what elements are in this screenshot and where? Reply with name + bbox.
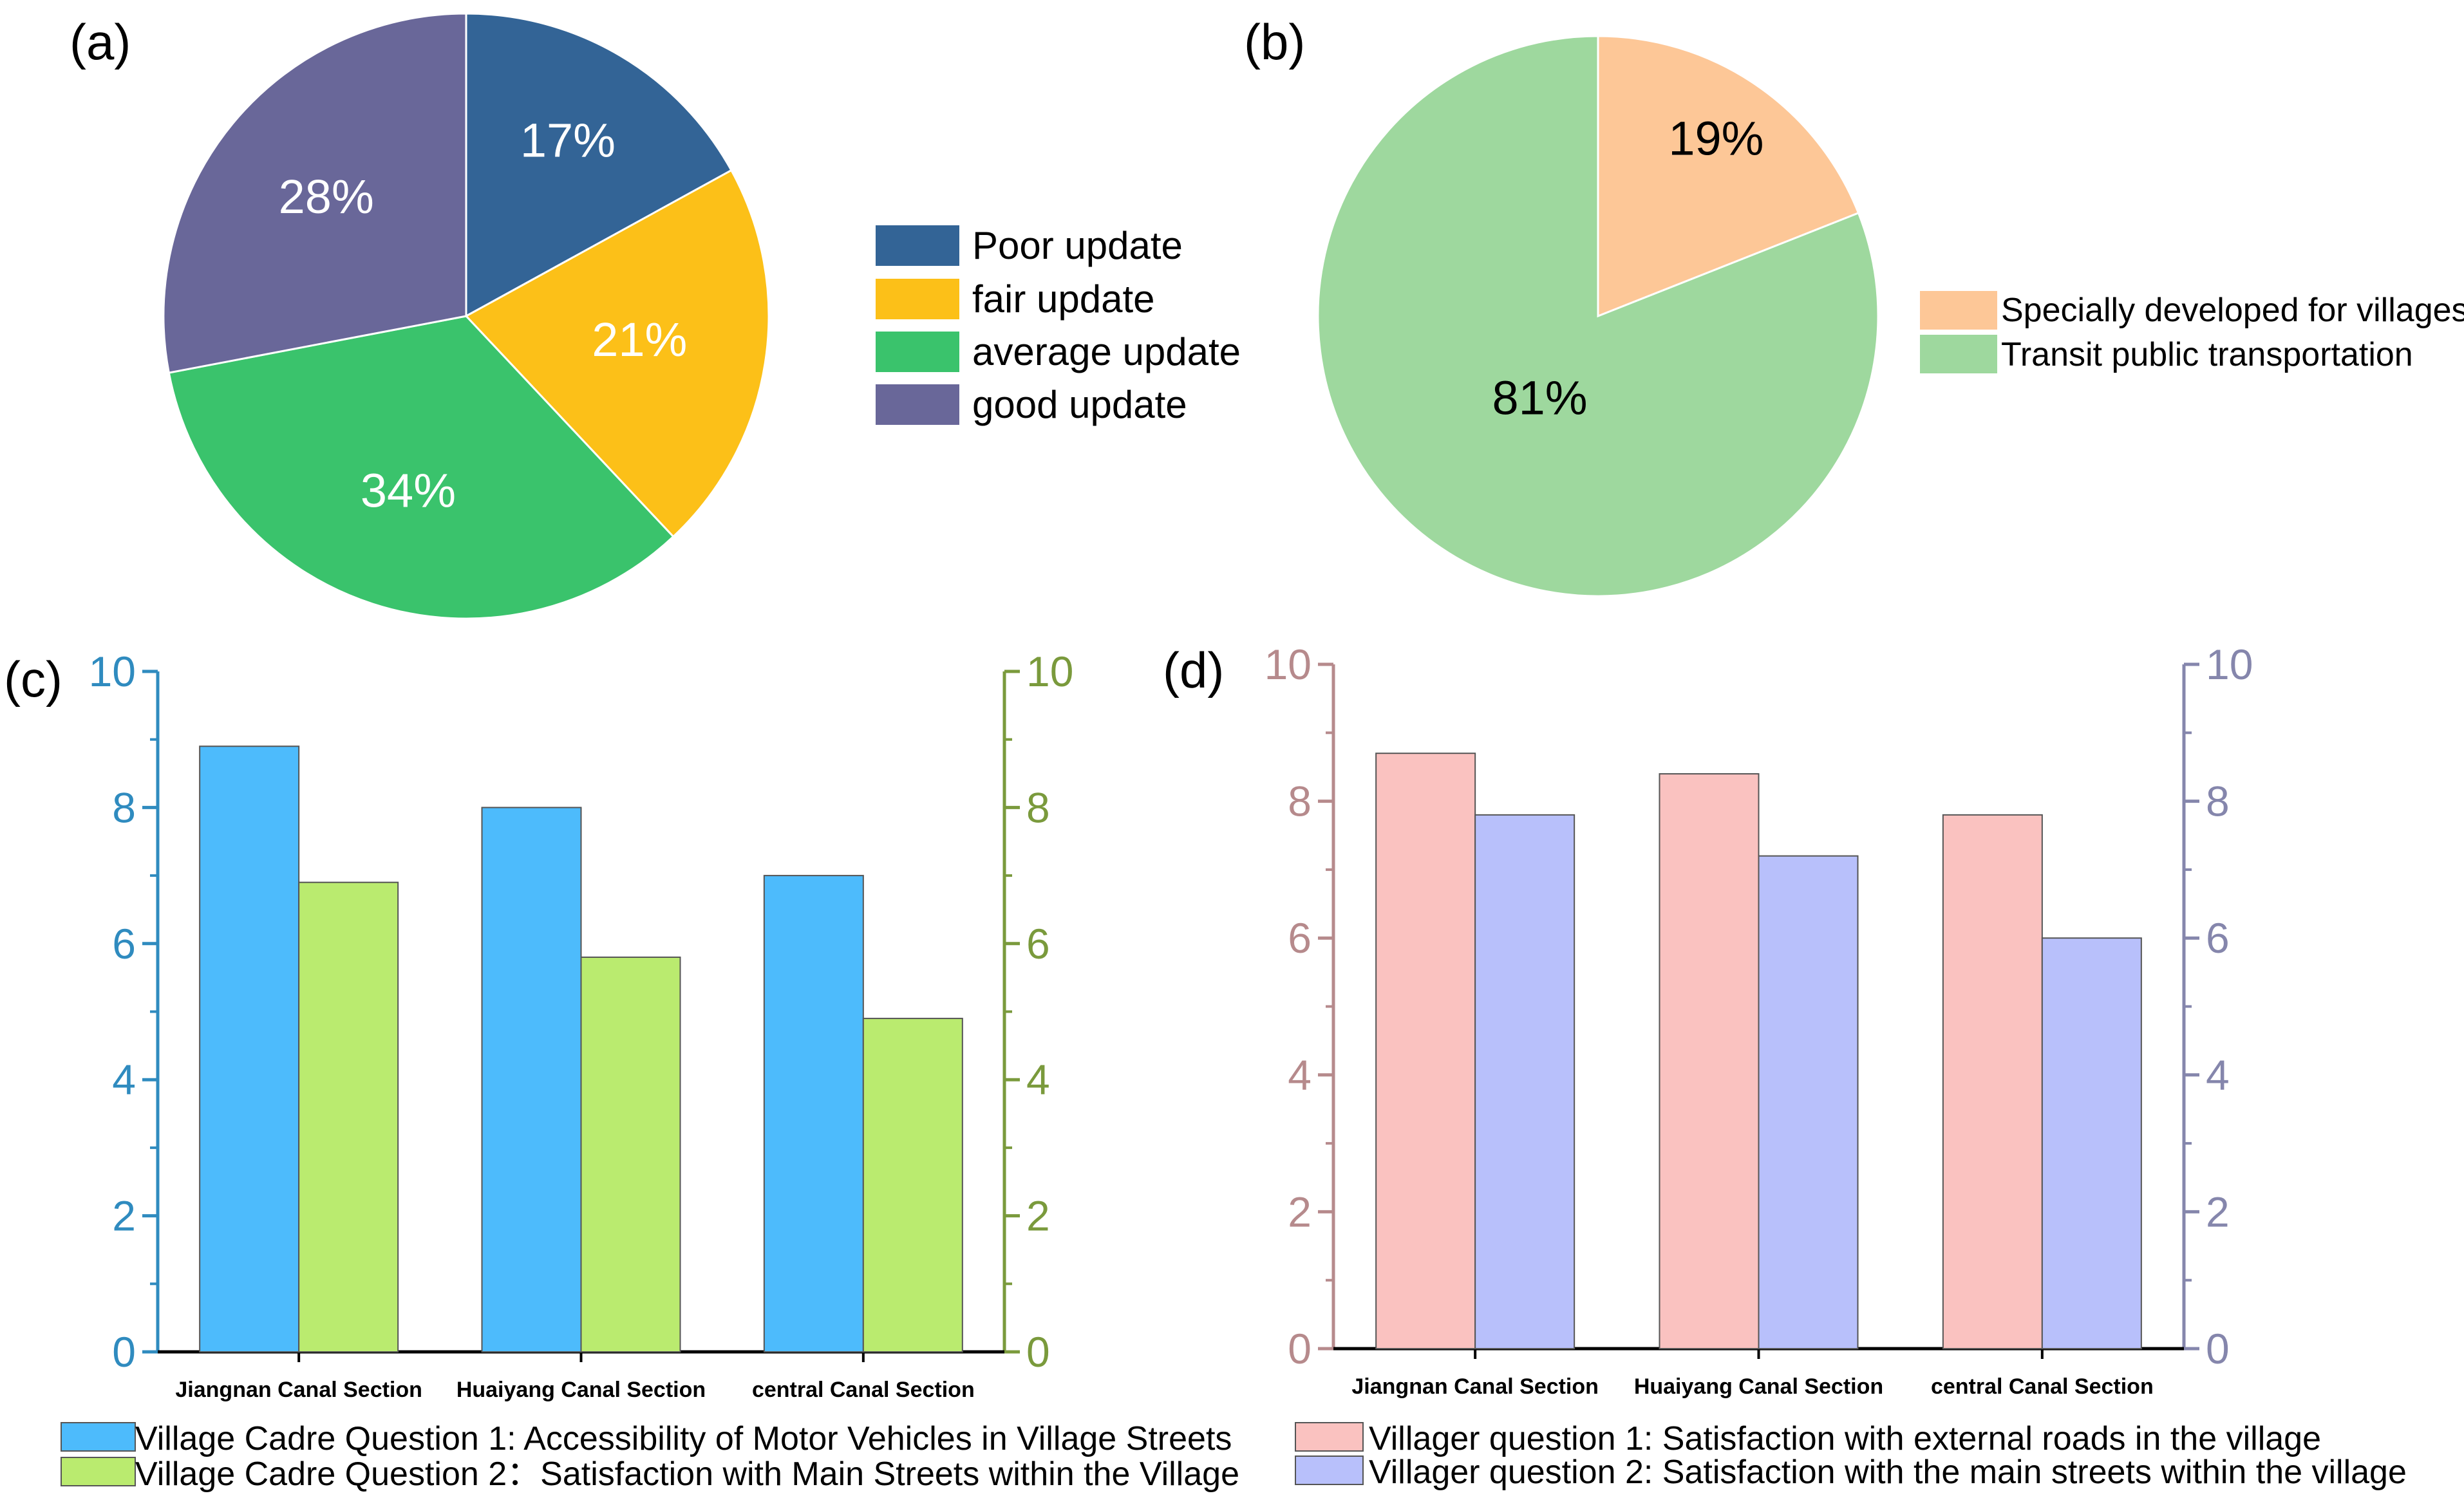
x-category-label: central Canal Section <box>1931 1374 2154 1399</box>
legend-swatch-good <box>876 384 959 425</box>
x-category-label: Jiangnan Canal Section <box>175 1378 422 1402</box>
x-category-label: Jiangnan Canal Section <box>1351 1374 1599 1399</box>
panel-label-c: (c) <box>4 651 62 707</box>
y-tick-label-left: 2 <box>112 1192 136 1240</box>
bar-central-canal-section-series-1 <box>1942 814 2043 1349</box>
legend-swatch-villager-q1 <box>1295 1422 1364 1452</box>
panel-label-d: (d) <box>1163 642 1224 698</box>
pie-chart-a: 17% 21% 34% 28% <box>162 12 770 620</box>
y2-tick-label-right: 0 <box>2206 1325 2230 1372</box>
y2-tick-label-right: 4 <box>1026 1056 1050 1103</box>
bar-huaiyang-canal-section-series-1 <box>1659 773 1760 1349</box>
legend-swatch-villager-q2 <box>1295 1456 1364 1485</box>
legend-swatch-villages <box>1920 291 1997 330</box>
panel-label-a: (a) <box>70 14 131 70</box>
y2-tick-label-right: 10 <box>2206 641 2253 688</box>
legend-label-transit: Transit public transportation <box>2001 336 2413 373</box>
bar-jiangnan-canal-section-series-1 <box>199 745 300 1353</box>
pie-slice-specially-developed-for-villages <box>1597 35 1860 318</box>
pie-label-specially-developed-for-villages: 19% <box>1668 112 1763 165</box>
legend-a: Poor update fair update average update g… <box>876 224 1241 426</box>
pie-label-average-update: 34% <box>361 464 456 518</box>
pie-slice-good-update <box>162 12 467 374</box>
legend-c: Village Cadre Question 1: Accessibility … <box>61 1420 1239 1493</box>
pie-label-poor-update: 17% <box>520 114 616 167</box>
bar-chart-c: 0 0 2 2 4 4 6 6 8 8 10 10 Jiangnan Canal Section Huai… <box>89 648 1074 1402</box>
legend-label-villager-q2: Villager question 2: Satisfaction with t… <box>1369 1454 2407 1491</box>
y-tick-label-left: 8 <box>112 783 136 831</box>
y-tick-label-left: 8 <box>1288 778 1312 825</box>
legend-label-good: good update <box>972 383 1187 426</box>
legend-label-cadre-q2: Village Cadre Question 2：Satisfaction wi… <box>135 1456 1239 1493</box>
y-tick-label-left: 6 <box>1288 914 1312 962</box>
legend-label-villages: Specially developed for villages <box>2001 292 2464 329</box>
y2-tick-label-right: 8 <box>1026 783 1050 831</box>
legend-label-fair: fair update <box>972 277 1155 321</box>
y2-tick-label-right: 2 <box>1026 1192 1050 1240</box>
x-category-label: Huaiyang Canal Section <box>456 1378 706 1402</box>
legend-b: Specially developed for villages Transit… <box>1920 291 2464 373</box>
pie-slice-fair-update <box>464 169 770 538</box>
y2-tick-label-right: 2 <box>2206 1188 2230 1235</box>
pie-slice-poor-update <box>465 12 733 318</box>
legend-d: Villager question 1: Satisfaction with e… <box>1295 1420 2407 1491</box>
bar-chart-d: 0 0 2 2 4 4 6 6 8 8 10 10 Jiangnan Canal Section Huai… <box>1265 641 2253 1399</box>
y2-tick-label-right: 6 <box>2206 914 2230 962</box>
legend-swatch-average <box>876 332 959 372</box>
y-tick-label-left: 4 <box>112 1056 136 1103</box>
y2-tick-label-right: 4 <box>2206 1051 2230 1099</box>
bar-jiangnan-canal-section-series-1 <box>1375 753 1476 1349</box>
y2-tick-label-right: 8 <box>2206 778 2230 825</box>
y-tick-label-left: 2 <box>1288 1188 1312 1235</box>
bar-huaiyang-canal-section-series-2 <box>580 956 681 1353</box>
pie-chart-b: 19% 81% <box>1317 35 1879 597</box>
y-tick-label-left: 0 <box>1288 1325 1312 1372</box>
bar-huaiyang-canal-section-series-1 <box>481 807 582 1353</box>
legend-label-poor: Poor update <box>972 224 1183 267</box>
legend-swatch-poor <box>876 225 959 266</box>
bar-central-canal-section-series-2 <box>2041 937 2142 1349</box>
x-category-label: Huaiyang Canal Section <box>1634 1374 1883 1399</box>
legend-label-villager-q1: Villager question 1: Satisfaction with e… <box>1369 1420 2321 1457</box>
pie-label-good-update: 28% <box>279 170 374 223</box>
y-tick-label-left: 10 <box>89 648 136 695</box>
y-tick-label-left: 0 <box>112 1328 136 1376</box>
x-category-label: central Canal Section <box>752 1378 975 1402</box>
pie-label-transit-public-transportation: 81% <box>1492 371 1587 425</box>
bar-central-canal-section-series-2 <box>862 1018 963 1353</box>
bar-huaiyang-canal-section-series-2 <box>1758 855 1859 1349</box>
legend-label-cadre-q1: Village Cadre Question 1: Accessibility … <box>135 1420 1232 1457</box>
pie-label-fair-update: 21% <box>592 313 687 366</box>
bar-central-canal-section-series-1 <box>763 875 864 1353</box>
legend-swatch-fair <box>876 279 959 319</box>
y2-tick-label-right: 0 <box>1026 1328 1050 1376</box>
pie-slice-transit-public-transportation <box>1317 35 1879 597</box>
y-tick-label-left: 6 <box>112 920 136 968</box>
pie-slice-average-update <box>167 315 675 620</box>
y-tick-label-left: 4 <box>1288 1051 1312 1099</box>
y-tick-label-left: 10 <box>1265 641 1312 688</box>
legend-label-average: average update <box>972 330 1241 373</box>
legend-swatch-cadre-q2 <box>61 1457 136 1486</box>
bar-jiangnan-canal-section-series-2 <box>1474 814 1575 1349</box>
bar-jiangnan-canal-section-series-2 <box>298 881 399 1353</box>
y2-tick-label-right: 10 <box>1026 648 1073 695</box>
legend-swatch-transit <box>1920 335 1997 373</box>
legend-swatch-cadre-q1 <box>61 1422 136 1452</box>
y2-tick-label-right: 6 <box>1026 920 1050 968</box>
panel-label-b: (b) <box>1244 14 1305 70</box>
